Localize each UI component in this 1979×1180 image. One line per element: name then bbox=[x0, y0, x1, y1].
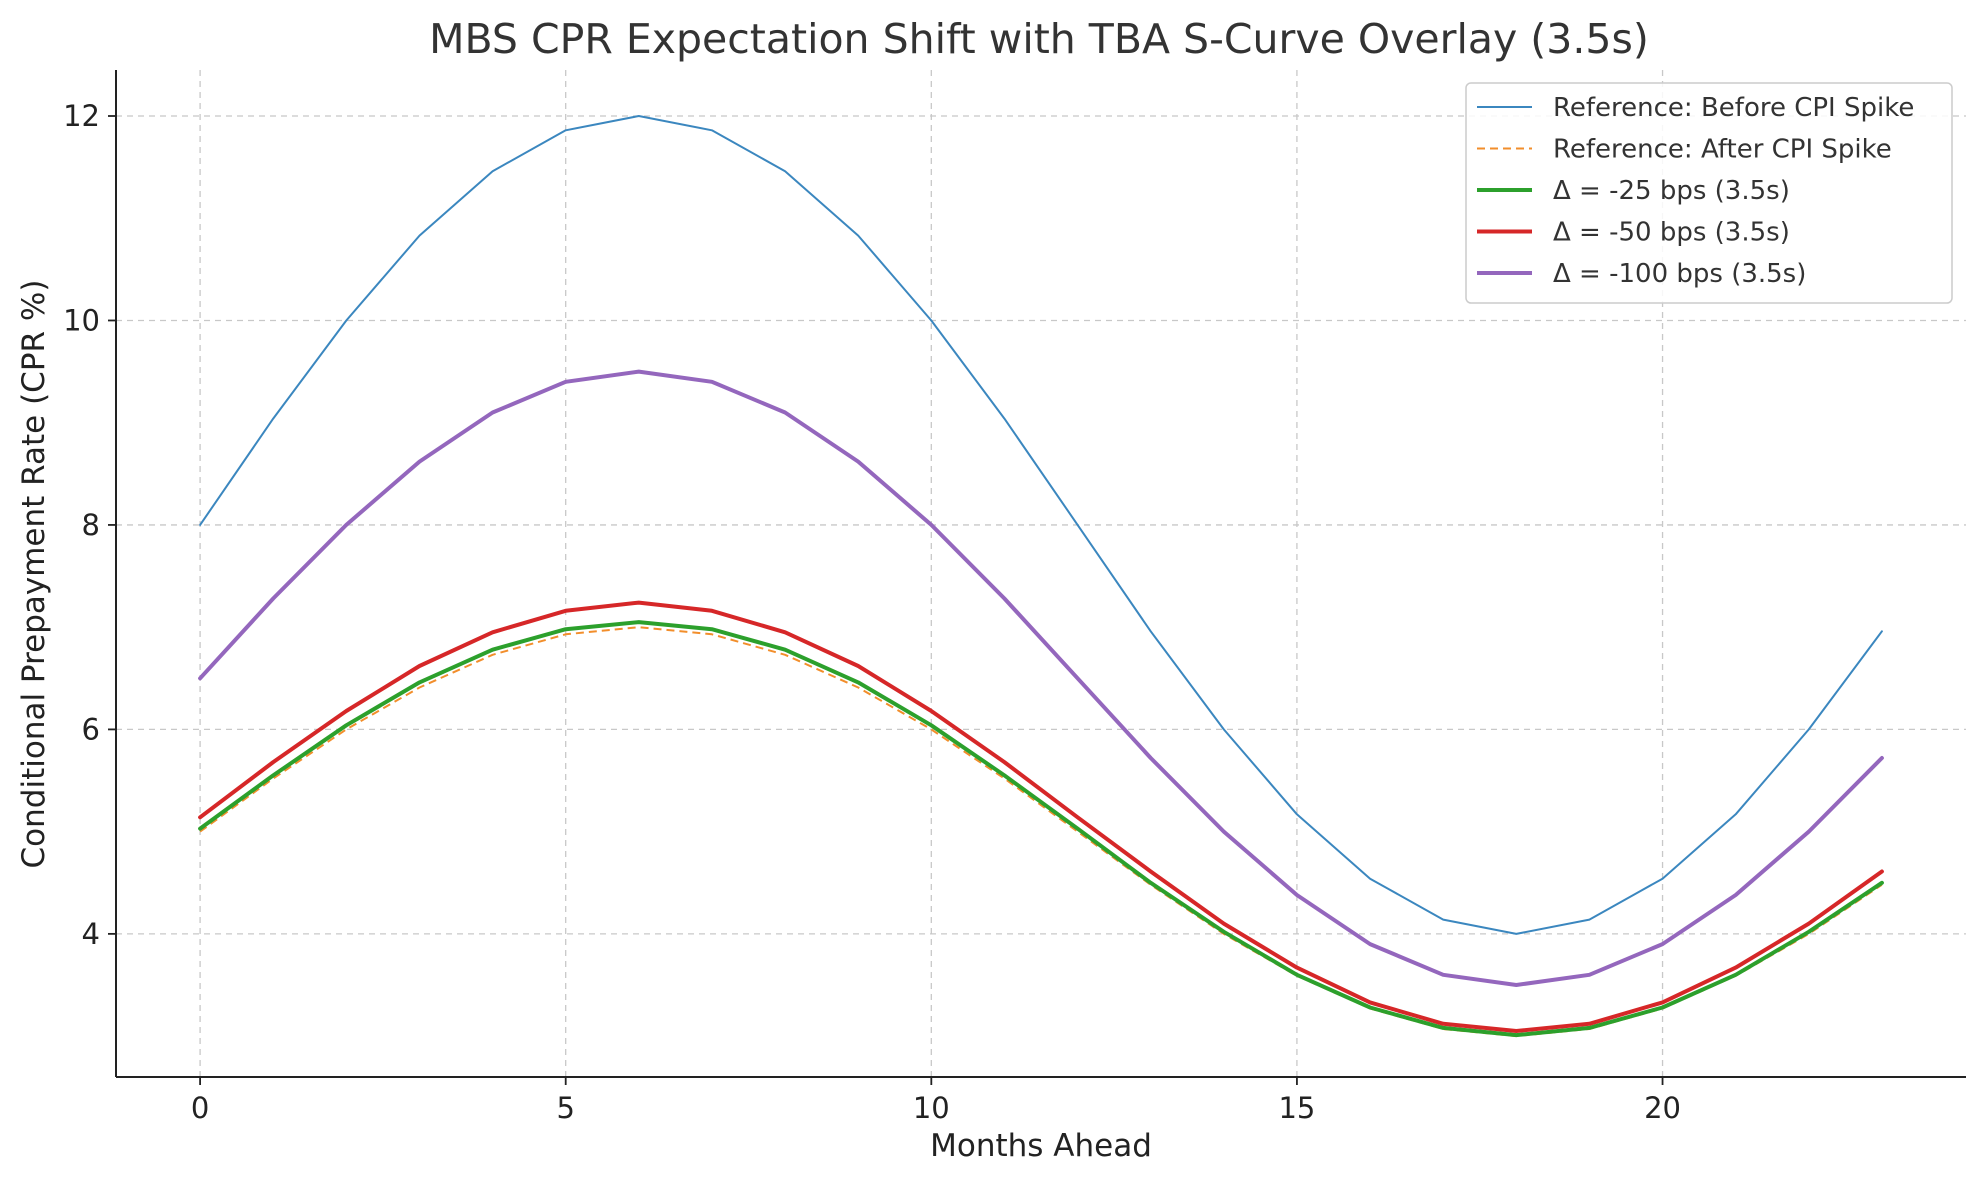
series-line-2 bbox=[199, 626, 1883, 1038]
legend-label-3: Δ = -25 bps (3.5s) bbox=[1553, 176, 1790, 206]
grid bbox=[116, 70, 1966, 1077]
legend-label-2: Reference: After CPI Spike bbox=[1553, 135, 1892, 165]
y-tick-label: 8 bbox=[82, 508, 100, 542]
legend-label-4: Δ = -50 bps (3.5s) bbox=[1553, 218, 1790, 248]
series-lines bbox=[198, 115, 1884, 1038]
series-line-4 bbox=[198, 600, 1884, 1033]
x-tick-label: 10 bbox=[913, 1091, 950, 1125]
y-tick-label: 4 bbox=[82, 917, 100, 951]
legend-label-5: Δ = -100 bps (3.5s) bbox=[1553, 259, 1806, 289]
axes bbox=[115, 70, 1966, 1078]
series-line-5 bbox=[198, 369, 1884, 987]
x-tick-label: 20 bbox=[1644, 1091, 1681, 1125]
x-tick-label: 5 bbox=[556, 1091, 574, 1125]
x-axis-label: Months Ahead bbox=[930, 1128, 1152, 1164]
y-tick-label: 10 bbox=[63, 303, 100, 337]
y-axis-label: Conditional Prepayment Rate (CPR %) bbox=[16, 280, 52, 869]
y-tick-label: 12 bbox=[63, 99, 100, 133]
chart-title: MBS CPR Expectation Shift with TBA S-Cur… bbox=[429, 15, 1649, 63]
ticks: 0 5 10 15 20 4 6 8 10 12 bbox=[63, 99, 1681, 1125]
legend-box bbox=[1465, 82, 1953, 304]
legend-label-1: Reference: Before CPI Spike bbox=[1553, 93, 1914, 123]
series-line-1 bbox=[199, 115, 1883, 935]
series-line-3 bbox=[198, 620, 1884, 1038]
y-tick-label: 6 bbox=[82, 712, 100, 746]
x-tick-label: 0 bbox=[191, 1091, 209, 1125]
x-tick-label: 15 bbox=[1278, 1091, 1315, 1125]
legend: Reference: Before CPI Spike Reference: Af… bbox=[1465, 82, 1953, 304]
